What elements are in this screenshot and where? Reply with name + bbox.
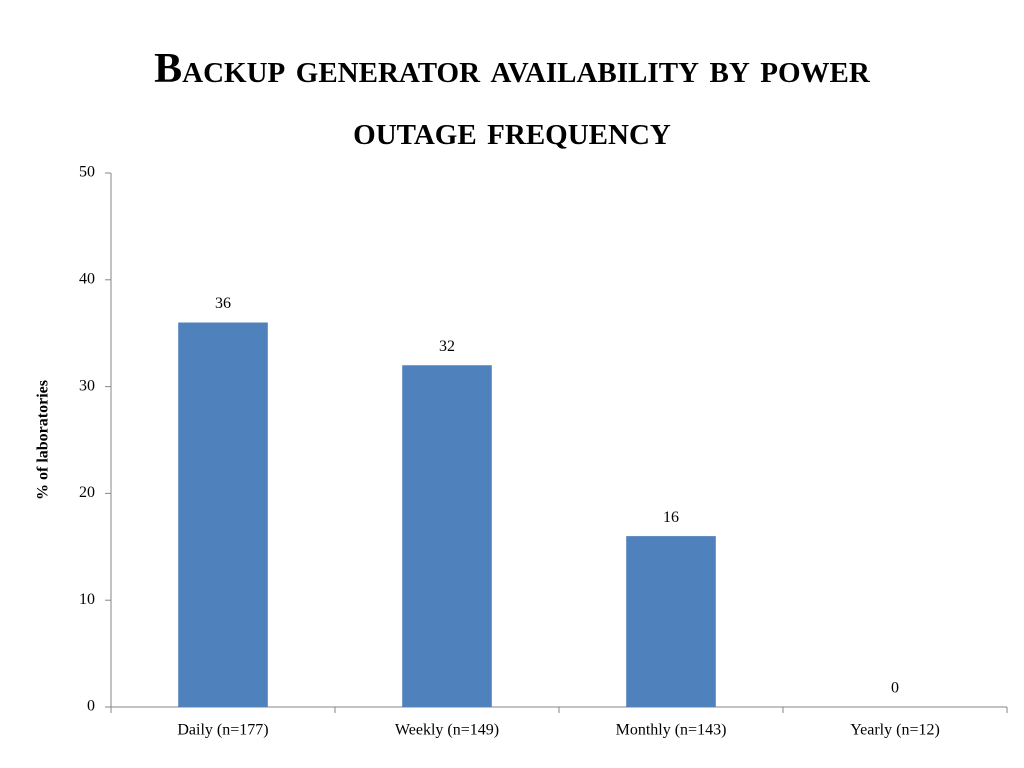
y-tick-label: 10 [79,591,95,608]
y-tick-label: 30 [79,377,95,394]
data-label: 32 [439,338,455,355]
y-axis-label: % of laboratories [35,380,52,500]
y-tick-label: 50 [79,164,95,181]
x-tick-label: Weekly (n=149) [395,722,499,739]
x-tick-label: Daily (n=177) [177,722,268,739]
bar [626,536,716,707]
bar [178,322,268,707]
data-label: 36 [215,295,231,312]
x-tick-label: Monthly (n=143) [616,722,727,739]
data-label: 0 [891,680,899,697]
y-tick-label: 0 [87,698,95,715]
chart-title: Backup generator availability by power o… [154,46,870,154]
x-tick-label: Yearly (n=12) [850,722,940,739]
y-tick-label: 40 [79,270,95,287]
bar [402,365,492,707]
y-tick-label: 20 [79,484,95,501]
data-label: 16 [663,509,679,526]
